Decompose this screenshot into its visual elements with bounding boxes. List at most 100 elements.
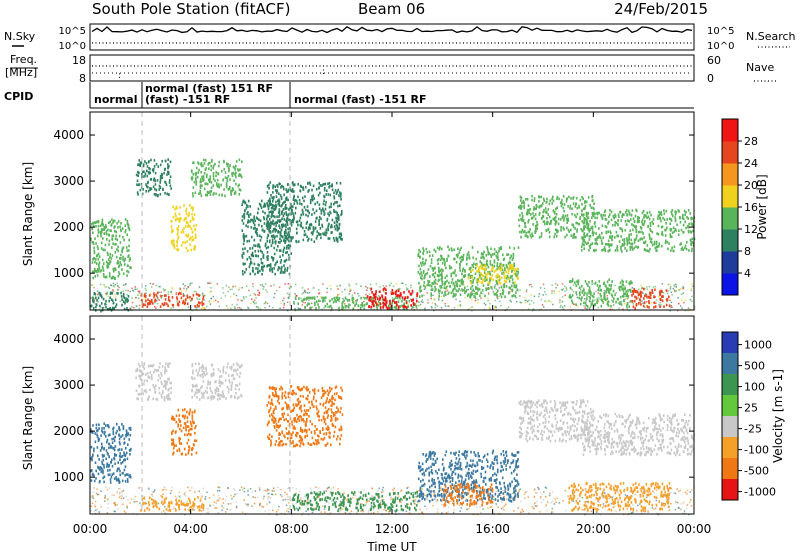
echo-cell bbox=[582, 239, 585, 243]
echo-cell bbox=[510, 267, 512, 270]
scatter-cell bbox=[131, 297, 133, 299]
echo-cell bbox=[173, 246, 176, 250]
scatter-cell bbox=[548, 494, 551, 497]
echo-cell bbox=[334, 189, 337, 192]
echo-cell bbox=[321, 296, 324, 300]
echo-cell bbox=[277, 268, 279, 272]
scatter-cell bbox=[201, 507, 204, 510]
echo-cell bbox=[163, 168, 166, 171]
echo-cell bbox=[545, 229, 547, 232]
echo-cell bbox=[614, 224, 616, 227]
echo-cell bbox=[280, 224, 283, 227]
echo-cell bbox=[172, 205, 174, 208]
echo-cell bbox=[503, 257, 506, 261]
echo-cell bbox=[527, 235, 529, 239]
scatter-cell bbox=[365, 501, 367, 503]
freq-tick-top: 18 bbox=[72, 54, 86, 67]
echo-cell bbox=[617, 234, 619, 238]
echo-cell bbox=[159, 186, 162, 189]
echo-cell bbox=[620, 245, 622, 249]
echo-cell bbox=[680, 242, 682, 245]
echo-cell bbox=[438, 274, 440, 278]
echo-cell bbox=[224, 171, 227, 174]
echo-cell bbox=[575, 215, 577, 219]
echo-cell bbox=[434, 281, 437, 285]
scatter-cell bbox=[405, 287, 408, 289]
echo-cell bbox=[142, 304, 144, 308]
echo-cell bbox=[593, 249, 595, 252]
echo-cell bbox=[688, 249, 690, 252]
echo-cell bbox=[588, 281, 590, 284]
scatter-cell bbox=[147, 506, 150, 509]
echo-cell bbox=[255, 267, 257, 270]
echo-cell bbox=[167, 193, 170, 196]
echo-cell bbox=[239, 168, 241, 171]
echo-cell bbox=[128, 228, 131, 231]
echo-cell bbox=[296, 202, 299, 205]
echo-cell bbox=[379, 302, 381, 305]
echo-cell bbox=[472, 256, 474, 259]
echo-cell bbox=[115, 234, 117, 238]
echo-cell bbox=[648, 301, 650, 305]
echo-cell bbox=[249, 257, 252, 261]
echo-cell bbox=[120, 229, 122, 233]
echo-cell bbox=[96, 274, 99, 277]
echo-cell bbox=[638, 216, 640, 220]
scatter-cell bbox=[313, 507, 315, 510]
echo-cell bbox=[167, 163, 169, 166]
echo-cell bbox=[530, 235, 533, 239]
echo-cell bbox=[120, 222, 122, 225]
echo-cell bbox=[529, 234, 532, 237]
scatter-cell bbox=[281, 495, 283, 498]
echo-cell bbox=[534, 213, 537, 216]
echo-cell bbox=[280, 186, 282, 189]
echo-cell bbox=[186, 296, 189, 299]
scatter-cell bbox=[397, 288, 399, 290]
echo-cell bbox=[617, 219, 619, 222]
echo-cell bbox=[330, 224, 333, 227]
echo-cell bbox=[460, 246, 462, 250]
scatter-cell bbox=[447, 293, 449, 296]
echo-cell bbox=[295, 206, 297, 210]
echo-cell bbox=[174, 218, 177, 221]
echo-cell bbox=[172, 229, 174, 232]
scatter-cell bbox=[543, 491, 545, 493]
scatter-cell bbox=[231, 288, 233, 291]
echo-cell bbox=[630, 242, 632, 246]
echo-cell bbox=[590, 293, 592, 296]
scatter-cell bbox=[284, 283, 286, 285]
scatter-cell bbox=[510, 288, 512, 291]
echo-cell bbox=[337, 298, 340, 302]
echo-cell bbox=[422, 252, 425, 256]
echo-cell bbox=[235, 171, 237, 174]
echo-cell bbox=[456, 279, 459, 282]
echo-cell bbox=[538, 236, 541, 239]
echo-cell bbox=[585, 200, 588, 204]
echo-cell bbox=[623, 213, 625, 216]
echo-cell bbox=[322, 299, 325, 303]
echo-cell bbox=[305, 208, 307, 212]
echo-cell bbox=[266, 203, 269, 206]
echo-cell bbox=[122, 258, 124, 261]
echo-cell bbox=[555, 228, 557, 232]
echo-cell bbox=[253, 244, 255, 247]
echo-cell bbox=[489, 260, 492, 263]
scatter-cell bbox=[550, 512, 553, 514]
echo-cell bbox=[185, 209, 187, 212]
scatter-cell bbox=[150, 286, 153, 288]
scatter-cell bbox=[216, 499, 218, 502]
echo-cell bbox=[516, 275, 519, 279]
echo-cell bbox=[600, 214, 603, 218]
echo-cell bbox=[286, 266, 289, 270]
echo-cell bbox=[290, 189, 293, 193]
echo-cell bbox=[395, 292, 397, 296]
echo-cell bbox=[273, 252, 276, 256]
echo-cell bbox=[274, 235, 276, 238]
echo-cell bbox=[631, 299, 633, 303]
echo-cell bbox=[182, 301, 184, 305]
echo-cell bbox=[681, 216, 684, 220]
scatter-cell bbox=[238, 287, 241, 289]
scatter-cell bbox=[584, 489, 587, 492]
echo-cell bbox=[285, 247, 288, 250]
echo-cell bbox=[682, 223, 685, 227]
